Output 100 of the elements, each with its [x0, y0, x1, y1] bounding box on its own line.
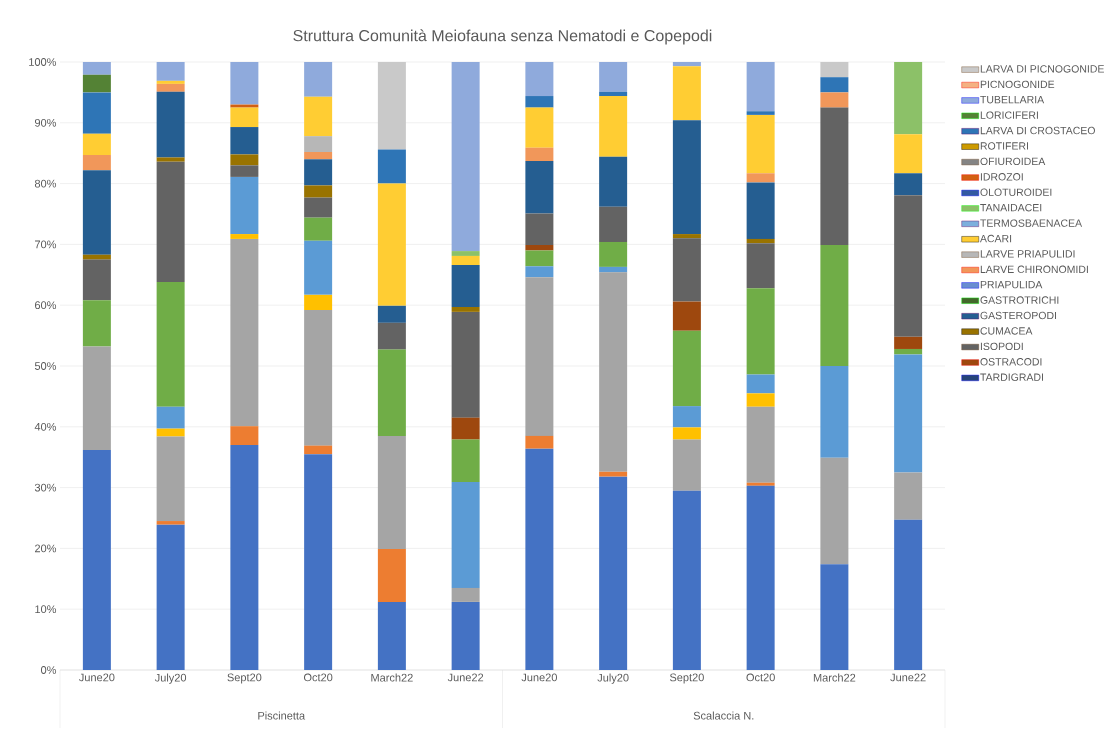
legend-label: TERMOSBAENACEA [980, 219, 1083, 227]
legend-label: OFIUROIDEA [980, 157, 1046, 166]
bar [746, 114, 775, 174]
bar [820, 245, 849, 366]
bar [304, 454, 333, 670]
legend-label: LARVA DI CROSTACEO [980, 126, 1095, 135]
bar [746, 393, 775, 407]
y-tick-label: 10% [35, 605, 57, 614]
legend-label: CUMACEA [980, 327, 1033, 335]
bar [599, 476, 628, 670]
bar [156, 161, 185, 283]
bar [451, 587, 480, 602]
bar [672, 330, 701, 407]
bar [525, 277, 554, 436]
bar [156, 282, 185, 407]
bar [156, 524, 185, 670]
bar [304, 96, 333, 137]
bar [82, 346, 111, 450]
bar [894, 134, 923, 174]
bar [746, 111, 775, 115]
bar [894, 195, 923, 337]
legend-label: PRIAPULIDA [980, 281, 1043, 289]
bar [377, 435, 406, 550]
bar [82, 259, 111, 301]
bar [894, 519, 923, 670]
text: Scalaccia N. [693, 711, 754, 720]
bar [525, 147, 554, 162]
bar [599, 61, 628, 92]
y-tick-label: 20% [35, 544, 57, 553]
bar [894, 348, 923, 355]
bar [672, 301, 701, 331]
bar [746, 485, 775, 670]
bar [599, 156, 628, 207]
bar [377, 549, 406, 602]
y-tick-label: 70% [35, 240, 57, 249]
bar [156, 83, 185, 92]
y-tick-label: 90% [34, 118, 57, 127]
y-tick-label: 0% [40, 666, 57, 674]
bar [746, 288, 775, 375]
legend-label: ROTIFERI [980, 142, 1028, 150]
bar [672, 238, 701, 302]
bar [304, 61, 333, 97]
bar [230, 165, 259, 177]
bar [304, 197, 333, 218]
bar [672, 66, 701, 121]
legend-label: GASTROTRICHI [980, 296, 1059, 304]
legend-label: OLOTUROIDEI [980, 188, 1052, 196]
bar [304, 136, 333, 152]
x-tick-label: Oct20 [746, 673, 775, 682]
bar [746, 406, 775, 483]
y-tick-label: 30% [34, 483, 57, 492]
bar [599, 96, 628, 157]
bar [599, 91, 628, 97]
text: Piscinetta [258, 711, 306, 720]
x-tick-label: June20 [521, 673, 557, 682]
bar [82, 133, 111, 156]
bar [672, 427, 701, 440]
bar [304, 445, 333, 455]
bar [377, 183, 406, 306]
bar [230, 238, 259, 427]
bar [82, 170, 111, 255]
x-tick-label: March22 [813, 673, 856, 682]
bar [304, 217, 333, 241]
bar [820, 564, 849, 670]
legend-label: LORICIFERI [980, 111, 1038, 119]
bar [746, 374, 775, 394]
bar [451, 417, 480, 440]
bar [304, 159, 333, 186]
bar [377, 305, 406, 323]
bar [525, 266, 554, 278]
bar [451, 255, 480, 266]
bar [156, 428, 185, 437]
bar [672, 61, 701, 67]
bar [894, 173, 923, 196]
bar [156, 406, 185, 429]
bar [894, 354, 923, 473]
bar [672, 490, 701, 670]
bar [377, 601, 406, 670]
bar [525, 61, 554, 97]
bar [82, 74, 111, 93]
legend-label: LARVE CHIRONOMIDI [980, 265, 1088, 274]
x-tick-label: July20 [154, 673, 187, 684]
bar [451, 265, 480, 308]
legend-label: TARDIGRADI [980, 373, 1043, 381]
legend-label: TUBELLARIA [980, 96, 1045, 104]
bar [746, 238, 775, 244]
bar [451, 311, 480, 418]
bar [304, 240, 333, 295]
bar [746, 482, 775, 486]
bar [230, 176, 259, 235]
bar [525, 213, 554, 245]
bar [82, 155, 111, 171]
bar [672, 120, 701, 235]
bar [304, 310, 333, 446]
bar [672, 406, 701, 428]
bar [377, 149, 406, 184]
bar [451, 482, 480, 588]
x-tick-label: June22 [447, 673, 484, 682]
bar [451, 307, 480, 312]
bar [525, 250, 554, 267]
